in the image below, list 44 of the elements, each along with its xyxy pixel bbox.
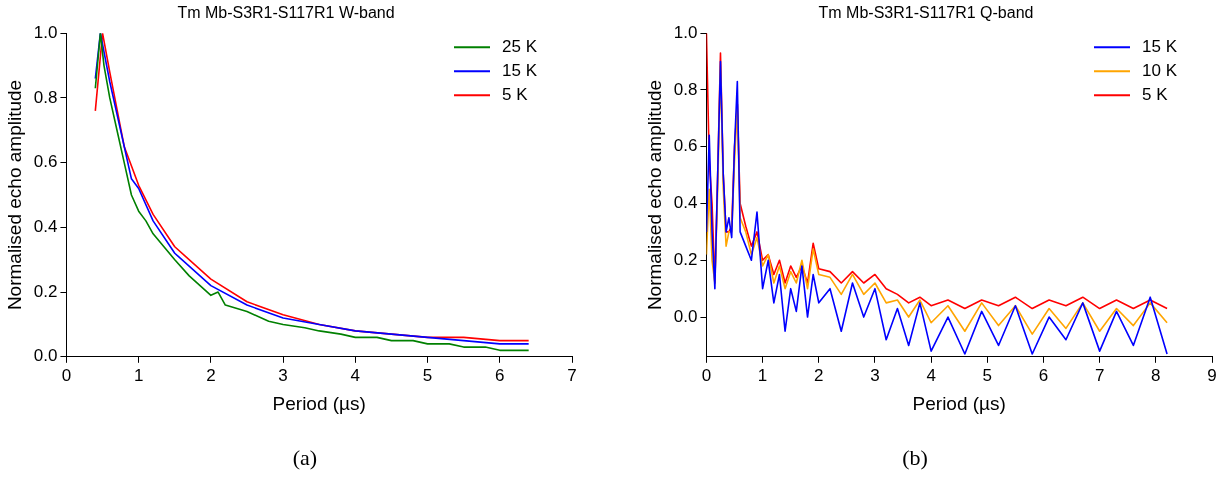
y-tick-label: 0.6 — [673, 136, 698, 156]
chart-title: Tm Mb-S3R1-S117R1 Q-band — [818, 4, 1034, 22]
x-tick-label: 2 — [206, 365, 216, 385]
chart-title: Tm Mb-S3R1-S117R1 W-band — [177, 4, 395, 22]
y-tick-label: 0.4 — [33, 217, 58, 237]
x-tick-label: 5 — [982, 365, 993, 385]
legend-label: 10 K — [1142, 60, 1178, 80]
y-tick-label: 1.0 — [673, 22, 698, 42]
x-axis-title: Period (µs) — [272, 392, 366, 414]
y-tick-label: 0.6 — [33, 152, 58, 172]
y-tick-label: 0.2 — [673, 249, 698, 269]
x-tick-label: 1 — [757, 365, 768, 385]
x-tick-label: 3 — [870, 365, 880, 385]
y-tick-label: 0.8 — [33, 87, 58, 107]
x-tick-label: 8 — [1151, 365, 1161, 385]
x-tick-label: 2 — [814, 365, 824, 385]
y-tick-label: 0.0 — [33, 346, 58, 366]
x-tick-label: 4 — [926, 365, 936, 385]
y-tick-label: 0.2 — [33, 281, 58, 301]
text: (a) — [291, 445, 319, 471]
x-tick-label: 6 — [1038, 365, 1049, 385]
y-tick-label: 0.0 — [673, 306, 698, 326]
x-tick-label: 7 — [1094, 365, 1105, 385]
text: (b) — [901, 445, 929, 471]
legend-label: 15 K — [502, 60, 538, 80]
legend-label: 25 K — [502, 36, 538, 56]
x-tick-label: 5 — [422, 365, 433, 385]
x-tick-label: 3 — [278, 365, 288, 385]
x-tick-label: 1 — [133, 365, 144, 385]
legend-label: 5 K — [502, 84, 529, 104]
legend-label: 5 K — [1142, 84, 1169, 104]
x-tick-label: 6 — [495, 365, 505, 385]
y-tick-label: 1.0 — [33, 22, 58, 42]
x-tick-label: 7 — [567, 365, 577, 385]
y-axis-title: Normalised echo amplitude — [3, 79, 25, 311]
x-tick-label: 0 — [61, 365, 72, 385]
y-axis-title: Normalised echo amplitude — [643, 79, 665, 311]
y-tick-label: 0.8 — [673, 79, 698, 99]
x-axis-title: Period (µs) — [912, 392, 1006, 414]
y-tick-label: 0.4 — [673, 193, 698, 213]
x-tick-label: 0 — [701, 365, 712, 385]
x-tick-label: 9 — [1207, 365, 1217, 385]
x-tick-label: 4 — [350, 365, 361, 385]
legend-label: 15 K — [1142, 36, 1178, 56]
